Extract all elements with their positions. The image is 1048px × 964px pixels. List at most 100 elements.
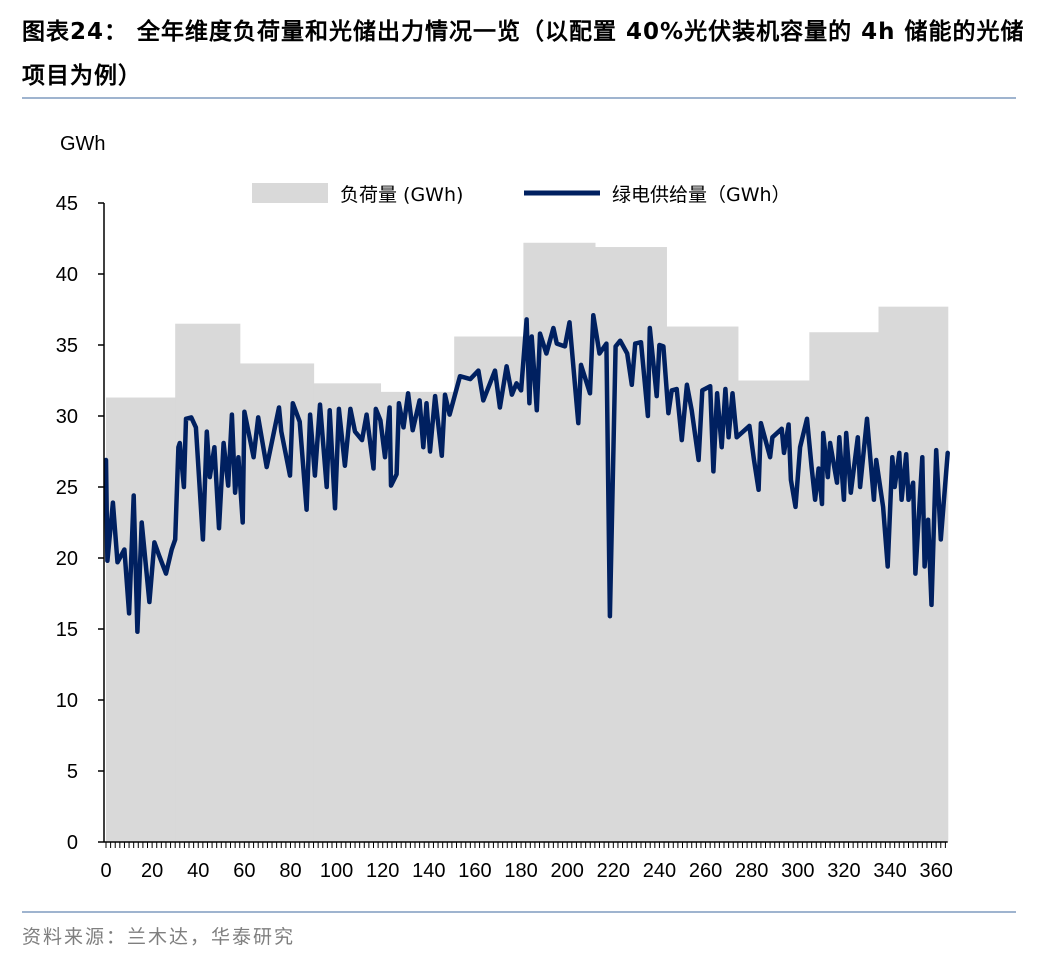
supply-point bbox=[481, 398, 485, 402]
supply-point bbox=[608, 614, 612, 618]
supply-point bbox=[633, 342, 637, 346]
supply-point bbox=[173, 538, 177, 542]
supply-point bbox=[697, 458, 701, 462]
supply-point bbox=[708, 384, 712, 388]
supply-point bbox=[821, 431, 825, 435]
supply-point bbox=[837, 435, 841, 439]
supply-point bbox=[946, 451, 950, 455]
supply-point bbox=[872, 498, 876, 502]
supply-point bbox=[189, 415, 193, 419]
supply-point bbox=[881, 505, 885, 509]
supply-point bbox=[782, 451, 786, 455]
supply-point bbox=[164, 572, 168, 576]
supply-point bbox=[646, 414, 650, 418]
supply-point bbox=[433, 394, 437, 398]
supply-point bbox=[723, 387, 727, 391]
load-step-0 bbox=[106, 397, 176, 842]
x-tick-label: 240 bbox=[643, 860, 676, 882]
supply-point bbox=[826, 475, 830, 479]
load-step-6 bbox=[523, 242, 596, 842]
supply-point bbox=[591, 313, 595, 317]
supply-point bbox=[690, 408, 694, 412]
y-tick-label: 45 bbox=[56, 193, 78, 215]
supply-point bbox=[401, 425, 405, 429]
x-tick-label: 360 bbox=[919, 860, 952, 882]
supply-point bbox=[291, 401, 295, 405]
supply-point bbox=[147, 600, 151, 604]
supply-point bbox=[576, 421, 580, 425]
supply-point bbox=[934, 448, 938, 452]
supply-point bbox=[648, 326, 652, 330]
supply-point bbox=[397, 401, 401, 405]
supply-point bbox=[256, 415, 260, 419]
supply-point bbox=[655, 394, 659, 398]
supply-point bbox=[104, 458, 108, 462]
supply-point bbox=[458, 374, 462, 378]
supply-point bbox=[389, 484, 393, 488]
supply-point bbox=[579, 363, 583, 367]
supply-point bbox=[874, 458, 878, 462]
supply-point bbox=[217, 526, 221, 530]
supply-point bbox=[421, 445, 425, 449]
supply-point bbox=[111, 501, 115, 505]
supply-point bbox=[711, 469, 715, 473]
supply-point bbox=[105, 559, 109, 563]
supply-point bbox=[116, 560, 120, 564]
supply-point bbox=[406, 391, 410, 395]
source-note: 资料来源：兰木达，华泰研究 bbox=[22, 926, 296, 948]
supply-point bbox=[279, 430, 283, 434]
supply-point bbox=[639, 340, 643, 344]
x-tick-label: 140 bbox=[412, 860, 445, 882]
y-tick-label: 25 bbox=[56, 477, 78, 499]
supply-point bbox=[666, 411, 670, 415]
supply-point bbox=[828, 441, 832, 445]
supply-point bbox=[926, 518, 930, 522]
supply-point bbox=[308, 413, 312, 417]
supply-point bbox=[530, 334, 534, 338]
x-tick-label: 280 bbox=[735, 860, 768, 882]
x-tick-label: 300 bbox=[781, 860, 814, 882]
supply-point bbox=[835, 481, 839, 485]
supply-point bbox=[842, 498, 846, 502]
supply-point bbox=[418, 398, 422, 402]
x-tick-label: 320 bbox=[827, 860, 860, 882]
x-tick-label: 0 bbox=[100, 860, 111, 882]
supply-point bbox=[428, 450, 432, 453]
x-tick-label: 200 bbox=[551, 860, 584, 882]
supply-point bbox=[625, 352, 629, 356]
supply-point bbox=[757, 488, 761, 492]
supply-point bbox=[630, 383, 634, 387]
supply-point bbox=[325, 485, 329, 489]
supply-point bbox=[670, 388, 674, 392]
load-step-10 bbox=[809, 332, 880, 842]
supply-point bbox=[920, 455, 924, 459]
supply-point bbox=[735, 435, 739, 439]
supply-point bbox=[780, 427, 784, 431]
supply-point bbox=[170, 547, 174, 551]
supply-point bbox=[820, 502, 824, 506]
supply-point bbox=[365, 413, 369, 417]
supply-point bbox=[680, 438, 684, 442]
supply-point bbox=[252, 455, 256, 459]
y-tick-label: 35 bbox=[56, 335, 78, 357]
supply-point bbox=[661, 344, 665, 348]
supply-point bbox=[813, 498, 817, 502]
supply-point bbox=[510, 393, 514, 397]
supply-point bbox=[236, 455, 240, 459]
supply-point bbox=[425, 401, 429, 405]
supply-point bbox=[493, 369, 497, 373]
supply-point bbox=[805, 417, 809, 421]
supply-point bbox=[440, 454, 444, 458]
supply-point bbox=[900, 498, 904, 502]
supply-point bbox=[411, 428, 415, 432]
supply-point bbox=[505, 364, 509, 368]
supply-point bbox=[858, 485, 862, 489]
y-axis-unit-label: GWh bbox=[60, 133, 106, 155]
supply-point bbox=[555, 342, 559, 346]
supply-point bbox=[588, 391, 592, 395]
supply-point bbox=[527, 401, 531, 405]
supply-point bbox=[388, 405, 392, 409]
supply-point bbox=[374, 407, 378, 411]
supply-point bbox=[886, 565, 890, 569]
y-tick-label: 5 bbox=[67, 761, 78, 783]
